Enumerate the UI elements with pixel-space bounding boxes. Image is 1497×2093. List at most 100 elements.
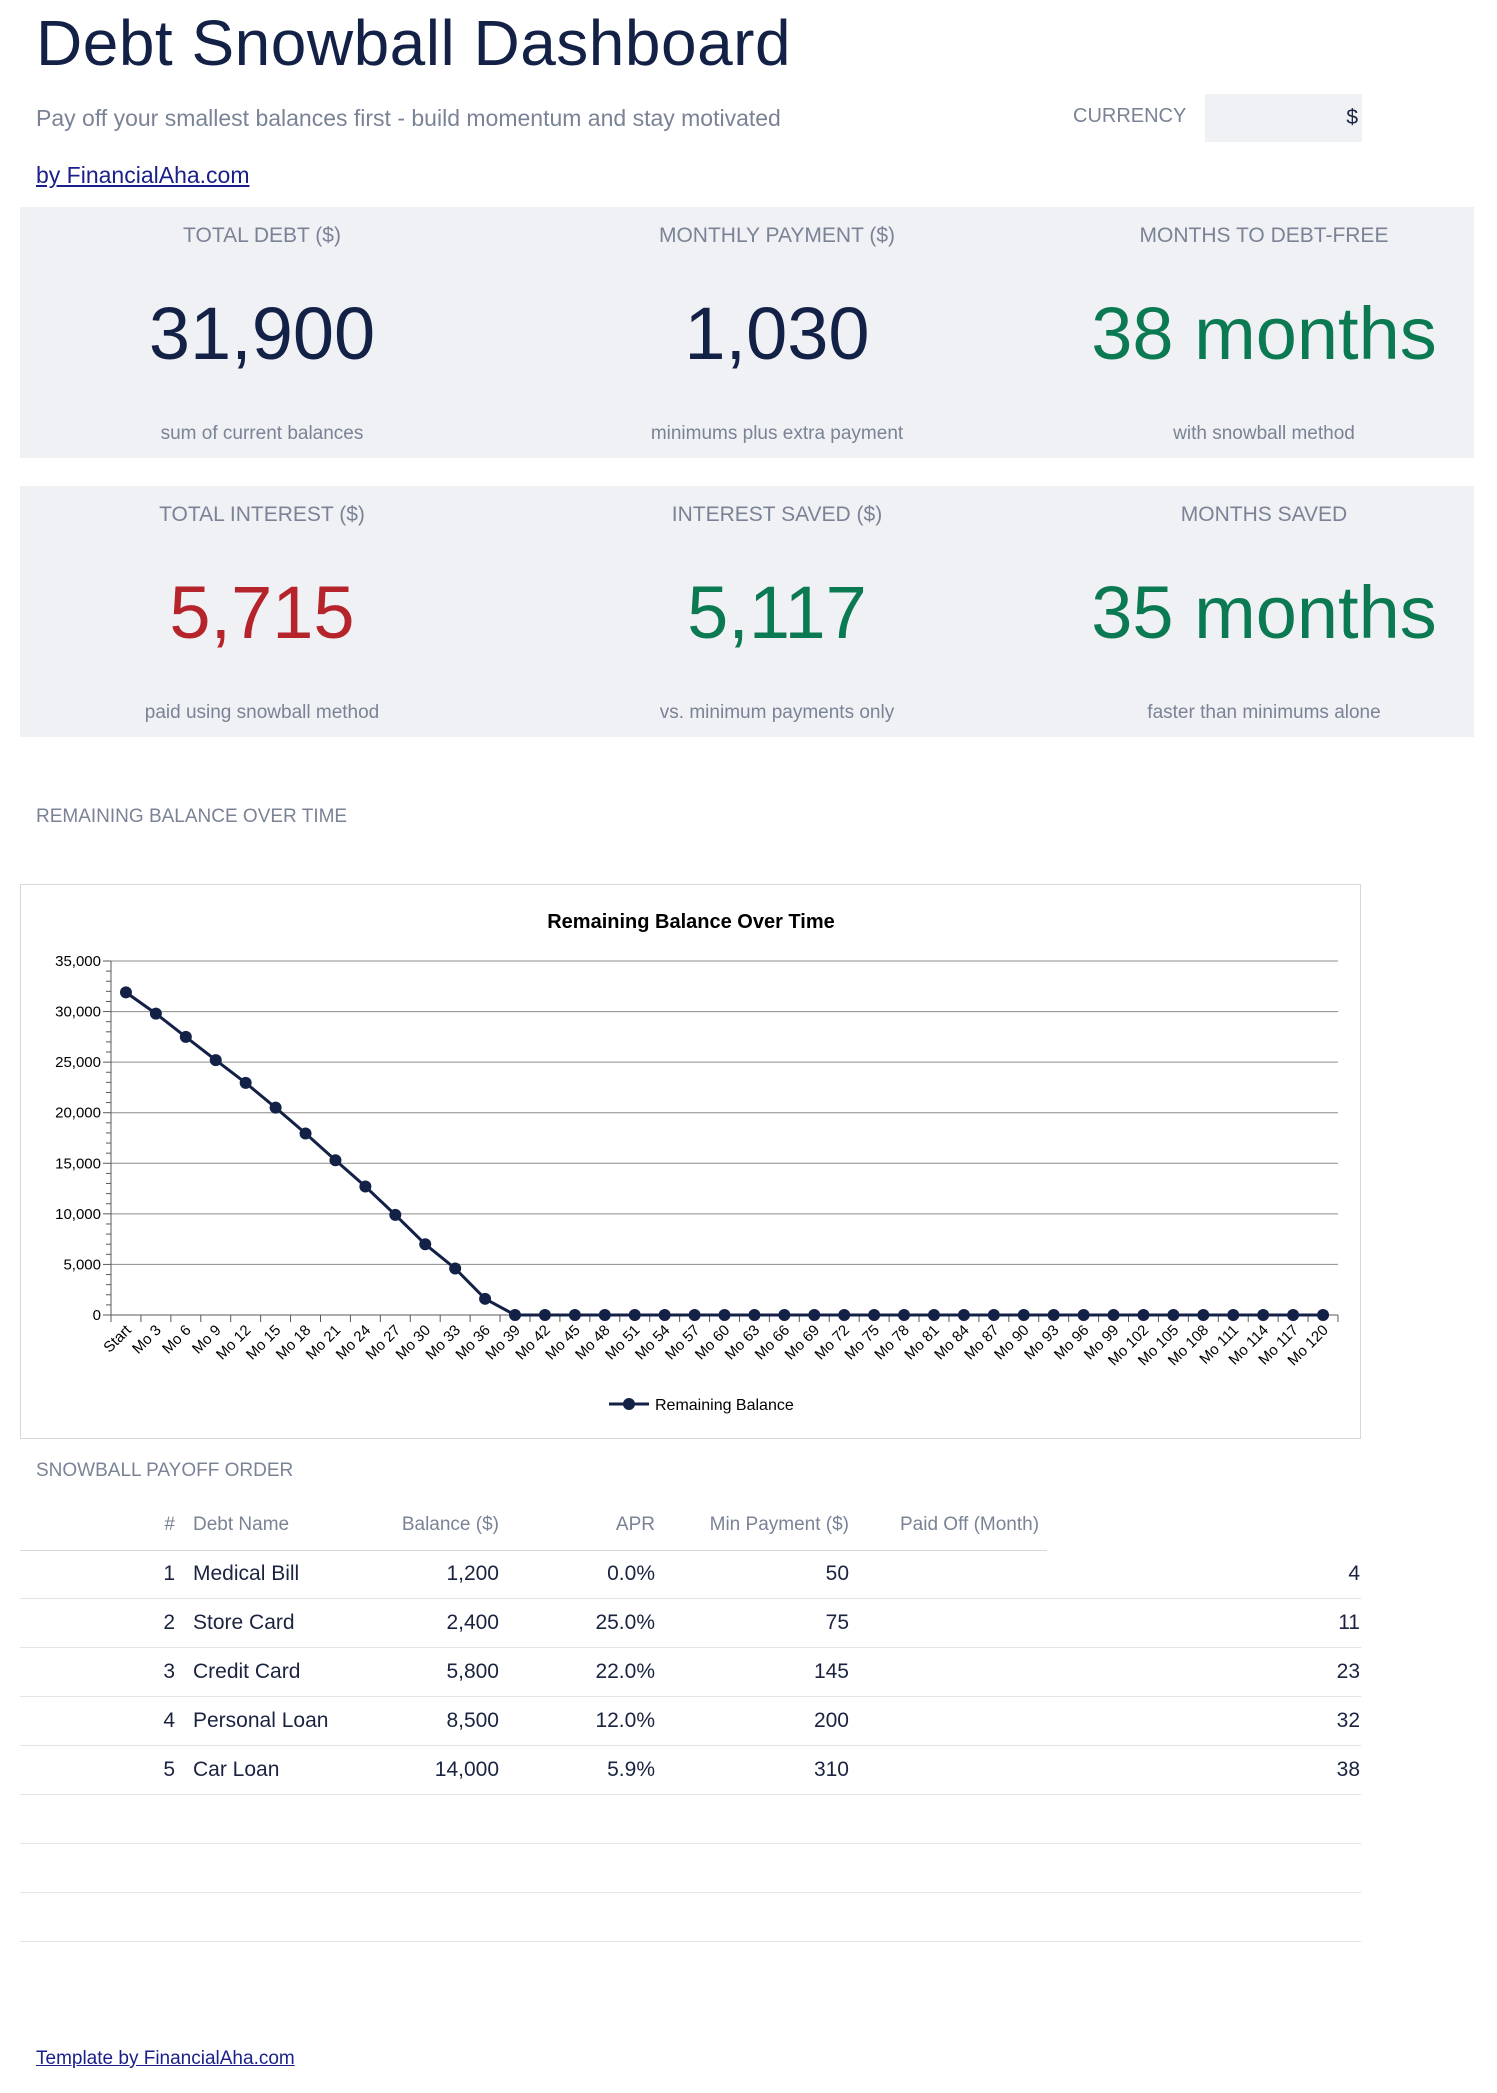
data-point xyxy=(1047,1309,1060,1321)
cell-min-payment: 200 xyxy=(813,1709,849,1732)
cell-paid-off: 4 xyxy=(1348,1562,1360,1585)
kpi-months-to-debt-free: MONTHS TO DEBT-FREE 38 months with snowb… xyxy=(1022,207,1497,458)
currency-label: CURRENCY xyxy=(1073,105,1187,127)
data-point xyxy=(598,1309,611,1321)
kpi-monthly-payment: MONTHLY PAYMENT ($) 1,030 minimums plus … xyxy=(535,207,1019,458)
data-point xyxy=(1227,1309,1240,1321)
x-tick-label: Start xyxy=(100,1321,135,1356)
footer-template-link[interactable]: Template by FinancialAha.com xyxy=(36,2048,295,2069)
cell-apr: 12.0% xyxy=(595,1709,655,1732)
table-row: 2 Store Card 2,400 25.0% 75 11 xyxy=(20,1599,1361,1648)
kpi-panel-savings: TOTAL INTEREST ($) 5,715 paid using snow… xyxy=(20,486,1474,737)
data-point xyxy=(778,1309,791,1321)
table-row: 4 Personal Loan 8,500 12.0% 200 32 xyxy=(20,1697,1361,1746)
cell-debt-name: Store Card xyxy=(193,1611,295,1634)
cell-apr: 22.0% xyxy=(595,1660,655,1683)
page-title: Debt Snowball Dashboard xyxy=(36,7,792,79)
data-point xyxy=(1077,1309,1090,1321)
kpi-label: TOTAL INTEREST ($) xyxy=(159,503,365,526)
byline-link[interactable]: by FinancialAha.com xyxy=(36,162,250,188)
table-body: 1 Medical Bill 1,200 0.0% 50 4 2 Store Card 2,40… xyxy=(20,1550,1361,1942)
data-point xyxy=(927,1309,940,1321)
cell-apr: 25.0% xyxy=(595,1611,655,1634)
table-row xyxy=(20,1844,1361,1893)
cell-balance: 2,400 xyxy=(446,1611,499,1634)
data-point xyxy=(299,1127,312,1140)
data-point xyxy=(179,1030,192,1043)
chart-axes: 0 5,000 10,000 15,000 20,000 25,000 30,000 35,0… xyxy=(55,953,1339,1369)
kpi-label: TOTAL DEBT ($) xyxy=(183,224,341,247)
data-point xyxy=(119,986,132,999)
kpi-interest-saved: INTEREST SAVED ($) 5,117 vs. minimum pay… xyxy=(535,486,1019,737)
table-row xyxy=(20,1893,1361,1942)
data-point xyxy=(209,1054,222,1067)
data-point xyxy=(898,1309,911,1321)
data-point xyxy=(987,1309,1000,1321)
cell-debt-name: Credit Card xyxy=(193,1660,301,1683)
currency-input[interactable]: $ xyxy=(1205,94,1362,142)
kpi-note: vs. minimum payments only xyxy=(659,702,895,723)
y-tick-label: 20,000 xyxy=(55,1105,101,1122)
table-row: 3 Credit Card 5,800 22.0% 145 23 xyxy=(20,1648,1361,1697)
chart-series xyxy=(119,986,1330,1321)
data-point xyxy=(389,1208,402,1221)
table-row xyxy=(20,1795,1361,1844)
data-point xyxy=(1257,1309,1270,1321)
kpi-note: minimums plus extra payment xyxy=(650,423,904,444)
data-point xyxy=(1167,1309,1180,1321)
cell-number: 4 xyxy=(163,1709,175,1732)
col-header-paid-off: Paid Off (Month) xyxy=(900,1514,1040,1535)
legend-swatch-marker xyxy=(623,1398,635,1410)
data-point xyxy=(449,1262,462,1275)
cell-paid-off: 11 xyxy=(1338,1611,1360,1634)
data-point xyxy=(957,1309,970,1321)
cell-debt-name: Medical Bill xyxy=(193,1562,300,1585)
cell-balance: 1,200 xyxy=(446,1562,499,1585)
cell-debt-name: Car Loan xyxy=(193,1758,280,1781)
header-divider xyxy=(20,1550,1047,1551)
cell-apr: 0.0% xyxy=(607,1562,655,1585)
balance-chart[interactable]: Remaining Balance Over Time 0 5,000 10,000… xyxy=(20,884,1361,1439)
y-tick-label: 0 xyxy=(93,1307,101,1324)
y-tick-label: 15,000 xyxy=(55,1155,101,1172)
col-header-min-payment: Min Payment ($) xyxy=(709,1514,849,1535)
data-point xyxy=(688,1309,701,1321)
kpi-months-saved: MONTHS SAVED 35 months faster than minim… xyxy=(1022,486,1497,737)
kpi-label: MONTHLY PAYMENT ($) xyxy=(658,224,896,247)
data-point xyxy=(1287,1309,1300,1321)
y-tick-label: 25,000 xyxy=(55,1054,101,1071)
data-point xyxy=(1197,1309,1210,1321)
data-point xyxy=(509,1309,522,1321)
data-point xyxy=(718,1309,731,1321)
data-point xyxy=(419,1238,432,1251)
kpi-note: with snowball method xyxy=(1173,423,1355,444)
x-tick-label: Mo 3 xyxy=(129,1322,165,1358)
chart-legend[interactable]: Remaining Balance xyxy=(609,1397,794,1414)
cell-balance: 8,500 xyxy=(446,1709,499,1732)
cell-min-payment: 145 xyxy=(813,1660,849,1683)
cell-debt-name: Personal Loan xyxy=(193,1709,329,1732)
data-point xyxy=(239,1076,252,1089)
y-tick-label: 35,000 xyxy=(55,953,101,970)
cell-min-payment: 75 xyxy=(825,1611,849,1634)
data-point xyxy=(329,1154,342,1167)
cell-paid-off: 23 xyxy=(1336,1660,1360,1683)
data-point xyxy=(1137,1309,1150,1321)
y-tick-label: 5,000 xyxy=(63,1256,101,1273)
data-point xyxy=(359,1180,372,1193)
data-point xyxy=(269,1101,282,1114)
cell-min-payment: 50 xyxy=(825,1562,849,1585)
table-row: 1 Medical Bill 1,200 0.0% 50 4 xyxy=(20,1550,1361,1599)
kpi-total-interest: TOTAL INTEREST ($) 5,715 paid using snow… xyxy=(20,486,504,737)
kpi-label: INTEREST SAVED ($) xyxy=(671,503,883,526)
data-point xyxy=(479,1292,492,1305)
data-point xyxy=(808,1309,821,1321)
kpi-note: sum of current balances xyxy=(160,423,364,444)
cell-number: 2 xyxy=(163,1611,175,1634)
kpi-value: 38 months xyxy=(1091,292,1437,375)
table-header: # Debt Name Balance ($) APR Min Payment … xyxy=(20,1506,1361,1551)
data-point xyxy=(628,1309,641,1321)
chart-gridlines xyxy=(111,960,1338,1316)
kpi-value: 5,715 xyxy=(169,571,355,654)
chart-canvas: Remaining Balance Over Time 0 5,000 10,000… xyxy=(55,911,1339,1414)
